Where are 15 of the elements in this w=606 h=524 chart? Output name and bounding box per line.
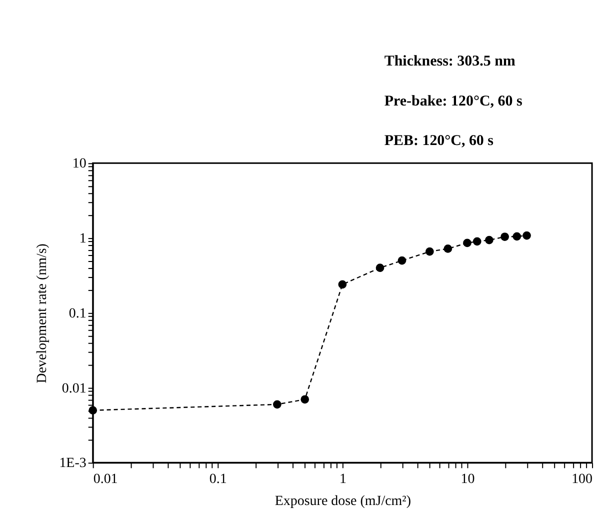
x-tick-label: 0.01	[93, 472, 118, 488]
y-tick-label: 10	[72, 156, 86, 172]
x-axis-title: Exposure dose (mJ/cm²)	[274, 494, 412, 510]
text: PEB: 120°C, 60 s	[384, 133, 494, 150]
text: Pre-bake: 120°C, 60 s	[384, 93, 522, 110]
text: Thickness: 303.5 nm	[384, 53, 516, 70]
y-tick-label: 0.1	[68, 306, 86, 322]
y-tick-label: 1E-3	[59, 456, 86, 472]
y-tick-label: 0.01	[62, 381, 86, 396]
y-axis-title: Development rate (nm/s)	[35, 243, 50, 384]
x-tick-label: 1	[339, 472, 346, 488]
y-tick-label: 1	[79, 232, 86, 247]
x-tick-label: 100	[572, 472, 593, 488]
x-tick-label: 0.1	[209, 472, 227, 488]
x-tick-label: 10	[460, 472, 475, 488]
